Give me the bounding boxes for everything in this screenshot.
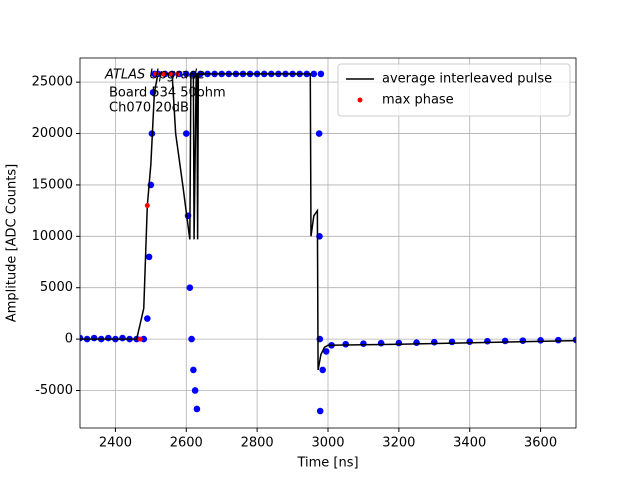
scatter-point: [182, 70, 190, 78]
legend-box: [337, 63, 571, 117]
scatter-point: [137, 336, 143, 342]
scatter-point: [119, 334, 126, 342]
legend-label: max phase: [382, 93, 454, 108]
scatter-point: [160, 71, 166, 77]
y-tick-label: 5000: [40, 280, 73, 295]
scatter-point: [572, 336, 576, 344]
scatter-point: [145, 253, 153, 261]
scatter-point: [182, 130, 190, 137]
legend: average interleaved pulse max phase: [337, 63, 571, 117]
scatter-point: [191, 387, 199, 394]
scatter-point: [554, 336, 562, 344]
y-tick-label: -5000: [35, 383, 73, 398]
y-tick-label: 20000: [32, 126, 73, 141]
scatter-point: [319, 366, 326, 374]
scatter-point: [395, 339, 403, 347]
scatter-point: [360, 340, 367, 348]
scatter-point: [144, 202, 150, 208]
x-tick-label: 3400: [453, 436, 486, 451]
y-tick-label: 10000: [32, 229, 73, 244]
scatter-point: [190, 366, 197, 374]
scatter-point: [188, 335, 195, 343]
annotation: Board 534 50ohm: [109, 86, 226, 101]
scatter-point: [448, 338, 456, 346]
scatter-point: [315, 130, 323, 137]
scatter-point: [322, 348, 330, 355]
plot-area: [80, 70, 576, 415]
x-tick-label: 3000: [311, 436, 344, 451]
scatter-point: [193, 405, 201, 413]
scatter-point: [377, 339, 385, 347]
scatter-point: [501, 337, 509, 345]
scatter-point: [484, 337, 491, 345]
scatter-point: [430, 338, 438, 346]
scatter-point: [466, 338, 474, 345]
scatter-point: [317, 70, 325, 78]
y-tick-label: 15000: [32, 177, 73, 192]
scatter-point: [140, 335, 148, 343]
scatter-point: [519, 337, 527, 344]
annotation: Ch070 20dB: [109, 101, 189, 116]
scatter-point: [105, 334, 112, 342]
legend-label: average interleaved pulse: [382, 72, 552, 87]
y-tick-label: 25000: [32, 75, 73, 90]
x-tick-label: 2600: [170, 436, 203, 451]
series-line: [80, 73, 576, 371]
x-tick-label: 3200: [382, 436, 415, 451]
scatter-point: [186, 284, 194, 292]
scatter-point: [144, 315, 151, 322]
scatter-point: [174, 71, 180, 77]
annotation: ATLAS Upgrade: [104, 68, 205, 83]
scatter-point: [342, 340, 350, 348]
ticks: 2400 2600 2800 3000 3200 3400 3600 -5000 0 5000 10…: [32, 75, 557, 451]
scatter-point: [153, 71, 159, 77]
scatter-point: [167, 71, 173, 77]
y-axis-label: Amplitude [ADC Counts]: [5, 164, 20, 322]
x-tick-label: 2800: [241, 436, 274, 451]
x-tick-label: 3600: [524, 436, 557, 451]
x-tick-label: 2400: [99, 436, 132, 451]
scatter-point: [310, 70, 318, 78]
y-tick-label: 0: [65, 332, 73, 347]
scatter-point: [90, 334, 98, 342]
scatter-point: [537, 337, 544, 344]
legend-swatch: [357, 97, 363, 103]
scatter-point: [413, 339, 420, 346]
x-axis-label: Time [ns]: [296, 456, 358, 471]
scatter-point: [316, 407, 324, 415]
